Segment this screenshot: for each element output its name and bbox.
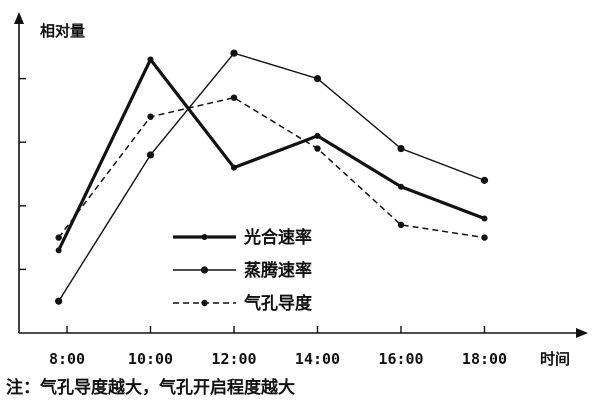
x-tick-label: 18:00 bbox=[462, 350, 507, 368]
legend-item: 气孔导度 bbox=[173, 293, 313, 314]
series-line bbox=[58, 96, 485, 239]
chart-note: 注：气孔导度越大，气孔开启程度越大 bbox=[6, 378, 295, 398]
data-point bbox=[314, 132, 321, 139]
legend-item: 蒸腾速率 bbox=[173, 260, 312, 281]
x-tick-label: 14:00 bbox=[295, 350, 340, 368]
data-point bbox=[55, 297, 63, 305]
axes: 8:00 10:00 12:00 14:00 16:00 18:00 bbox=[14, 12, 588, 368]
series-line bbox=[58, 52, 485, 302]
data-point bbox=[397, 221, 405, 229]
legend-item: 光合速率 bbox=[173, 227, 312, 248]
data-point bbox=[146, 151, 155, 159]
series-1 bbox=[55, 56, 488, 254]
legend-label: 光合速率 bbox=[243, 227, 312, 248]
legend-marker bbox=[201, 299, 208, 307]
data-point bbox=[313, 75, 322, 83]
legend-label: 蒸腾速率 bbox=[244, 260, 312, 281]
x-axis-arrow bbox=[576, 328, 588, 338]
legend-marker bbox=[200, 266, 209, 274]
x-tick-label: 8:00 bbox=[49, 350, 85, 368]
y-axis-label: 相对量 bbox=[40, 22, 85, 40]
series-2 bbox=[55, 49, 489, 305]
x-tick-label: 16:00 bbox=[378, 350, 423, 368]
y-axis-arrow bbox=[14, 12, 24, 24]
legend-label: 气孔导度 bbox=[243, 293, 313, 314]
data-point bbox=[230, 49, 238, 57]
series-line bbox=[57, 56, 486, 252]
data-point bbox=[147, 113, 154, 120]
series-layer bbox=[55, 49, 489, 305]
x-axis-label: 时间 bbox=[540, 350, 570, 368]
data-point bbox=[230, 94, 238, 101]
data-point bbox=[397, 144, 405, 153]
data-point bbox=[231, 164, 237, 171]
x-tick-label: 10:00 bbox=[128, 350, 173, 368]
data-point bbox=[147, 56, 154, 63]
series-3 bbox=[55, 94, 488, 241]
data-point bbox=[481, 234, 488, 241]
data-point bbox=[55, 247, 62, 254]
data-point bbox=[480, 176, 489, 184]
data-point bbox=[481, 215, 488, 222]
legend-marker bbox=[201, 234, 208, 240]
x-tick-label: 12:00 bbox=[211, 350, 256, 368]
data-point bbox=[314, 145, 321, 152]
data-point bbox=[398, 183, 404, 190]
data-point bbox=[55, 234, 62, 241]
